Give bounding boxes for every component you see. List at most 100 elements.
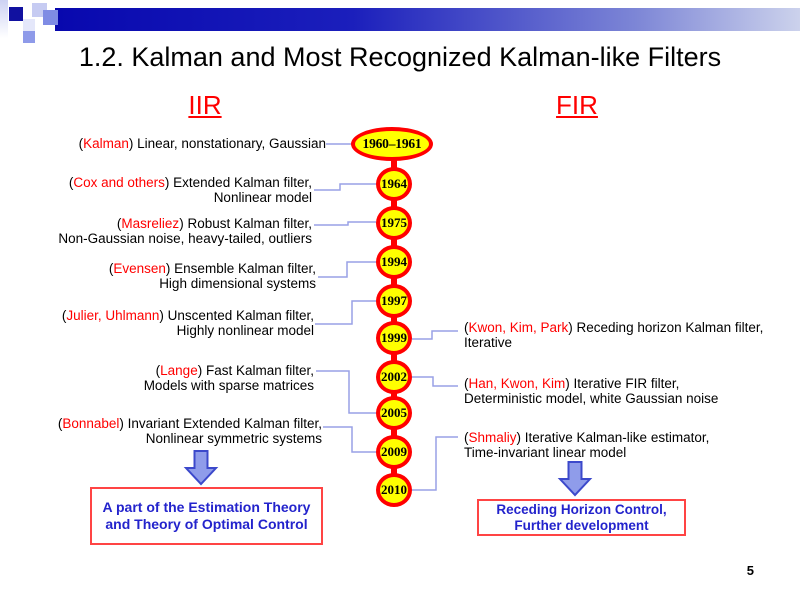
timeline-entry: (Kalman) Linear, nonstationary, Gaussian: [79, 136, 326, 151]
entry-authors: Kalman: [83, 136, 129, 151]
entry-paren: (: [78, 136, 84, 151]
timeline-entry: (Bonnabel) Invariant Extended Kalman fil…: [58, 416, 322, 446]
timeline-node: 1994: [376, 245, 412, 279]
timeline-node: 1964: [376, 167, 412, 201]
page-number: 5: [746, 563, 754, 578]
entry-authors: Kwon, Kim, Park: [468, 320, 569, 335]
entry-desc: Extended Kalman filter,: [169, 175, 312, 190]
timeline-node-label: 1994: [381, 254, 407, 269]
timeline-node-label: 2005: [381, 405, 407, 420]
entry-desc: Receding horizon Kalman filter,: [572, 320, 764, 335]
entry-desc: Invariant Extended Kalman filter,: [123, 416, 322, 431]
timeline-node-label: 1999: [381, 330, 407, 345]
column-header-fir: FIR: [556, 90, 598, 120]
entry-line: (Masreliez) Robust Kalman filter,: [58, 216, 312, 231]
entry-paren: (: [108, 261, 114, 276]
down-arrow-icon: [183, 450, 219, 486]
timeline-entry: (Shmaliy) Iterative Kalman-like estimato…: [464, 430, 709, 460]
entry-authors: Julier, Uhlmann: [66, 308, 160, 323]
entry-paren: (: [57, 416, 63, 431]
timeline-node-label: 1975: [381, 215, 407, 230]
entry-line: (Shmaliy) Iterative Kalman-like estimato…: [464, 430, 709, 445]
connector-line: [323, 426, 376, 453]
timeline-entry: (Evensen) Ensemble Kalman filter, High d…: [109, 261, 316, 291]
entry-desc: Unscented Kalman filter,: [163, 308, 314, 323]
entry-authors: Bonnabel: [62, 416, 120, 431]
entry-desc-line2: High dimensional systems: [159, 276, 316, 291]
connector-line: [412, 436, 458, 491]
entry-paren: ): [568, 320, 573, 335]
entry-line: (Evensen) Ensemble Kalman filter,: [109, 261, 316, 276]
connector-line: [318, 261, 376, 278]
connector-line: [315, 300, 376, 325]
entry-authors: Lange: [160, 363, 198, 378]
entry-desc: Robust Kalman filter,: [183, 216, 312, 231]
timeline-node: 2009: [376, 435, 412, 469]
entry-desc-line2: Highly nonlinear model: [176, 323, 314, 338]
pixel-square-pale: [23, 19, 35, 31]
connector-line: [412, 376, 458, 387]
timeline-entry: (Han, Kwon, Kim) Iterative FIR filter, D…: [464, 376, 718, 406]
entry-authors: Han, Kwon, Kim: [468, 376, 566, 391]
entry-paren: ): [197, 363, 203, 378]
connector-line: [412, 330, 458, 340]
entry-desc: Fast Kalman filter,: [202, 363, 314, 378]
timeline-node: 2010: [376, 473, 412, 507]
timeline-node-label: 2009: [381, 444, 407, 459]
entry-line: (Kwon, Kim, Park) Receding horizon Kalma…: [464, 320, 763, 335]
left-gradient-strip: [0, 0, 8, 38]
entry-desc: Iterative FIR filter,: [569, 376, 680, 391]
pixel-square-periwinkle-2: [23, 31, 35, 43]
entry-authors: Shmaliy: [468, 430, 517, 445]
timeline-node: 2002: [376, 360, 412, 394]
entry-line: (Julier, Uhlmann) Unscented Kalman filte…: [62, 308, 314, 323]
pixel-square-periwinkle: [43, 10, 58, 25]
entry-paren: ): [179, 216, 184, 231]
timeline-entry: (Lange) Fast Kalman filter, Models with …: [144, 363, 314, 393]
title-bar-decoration: [55, 8, 800, 31]
timeline-node: 2005: [376, 396, 412, 430]
timeline-entry: (Masreliez) Robust Kalman filter, Non-Ga…: [58, 216, 312, 246]
entry-paren: ): [516, 430, 522, 445]
entry-paren: (: [464, 320, 469, 335]
entry-desc: Iterative Kalman-like estimator,: [521, 430, 710, 445]
timeline-node: 1960–1961: [351, 127, 433, 161]
entry-desc-line2: Deterministic model, white Gaussian nois…: [464, 391, 719, 406]
entry-line: (Lange) Fast Kalman filter,: [144, 363, 314, 378]
entry-paren: (: [464, 430, 469, 445]
entry-desc-line2: Iterative: [464, 335, 513, 350]
entry-paren: (: [116, 216, 122, 231]
entry-paren: (: [464, 376, 469, 391]
entry-desc-line2: Nonlinear symmetric systems: [145, 431, 322, 446]
summary-box-line: Further development: [514, 517, 649, 533]
summary-box-iir: A part of the Estimation Theory and Theo…: [90, 487, 323, 545]
entry-authors: Masreliez: [121, 216, 180, 231]
timeline-entry: (Cox and others) Extended Kalman filter,…: [69, 175, 312, 205]
summary-box-line: Receding Horizon Control,: [496, 501, 667, 517]
entry-desc-line2: Nonlinear model: [213, 190, 312, 205]
entry-line: (Han, Kwon, Kim) Iterative FIR filter,: [464, 376, 718, 391]
entry-paren: (: [68, 175, 74, 190]
timeline-node-label: 2010: [381, 482, 407, 497]
summary-box-line: and Theory of Optimal Control: [105, 516, 308, 532]
timeline-node: 1975: [376, 206, 412, 240]
entry-paren: ): [164, 175, 170, 190]
summary-box-line: A part of the Estimation Theory: [102, 499, 311, 515]
pixel-square-navy: [9, 7, 23, 21]
entry-line: (Kalman) Linear, nonstationary, Gaussian: [79, 136, 326, 151]
entry-line: (Cox and others) Extended Kalman filter,: [69, 175, 312, 190]
timeline-node: 1999: [376, 321, 412, 355]
entry-desc: Linear, nonstationary, Gaussian: [133, 136, 326, 151]
entry-authors: Evensen: [113, 261, 166, 276]
timeline-entry: (Julier, Uhlmann) Unscented Kalman filte…: [62, 308, 314, 338]
entry-paren: ): [565, 376, 570, 391]
entry-paren: ): [159, 308, 164, 323]
page-title: 1.2. Kalman and Most Recognized Kalman-l…: [78, 42, 722, 72]
timeline-node-label: 1960–1961: [362, 136, 422, 151]
timeline-node-label: 1997: [381, 293, 407, 308]
entry-line: (Bonnabel) Invariant Extended Kalman fil…: [58, 416, 322, 431]
connector-line: [316, 370, 376, 414]
entry-authors: Cox and others: [73, 175, 165, 190]
down-arrow-icon: [557, 461, 593, 497]
